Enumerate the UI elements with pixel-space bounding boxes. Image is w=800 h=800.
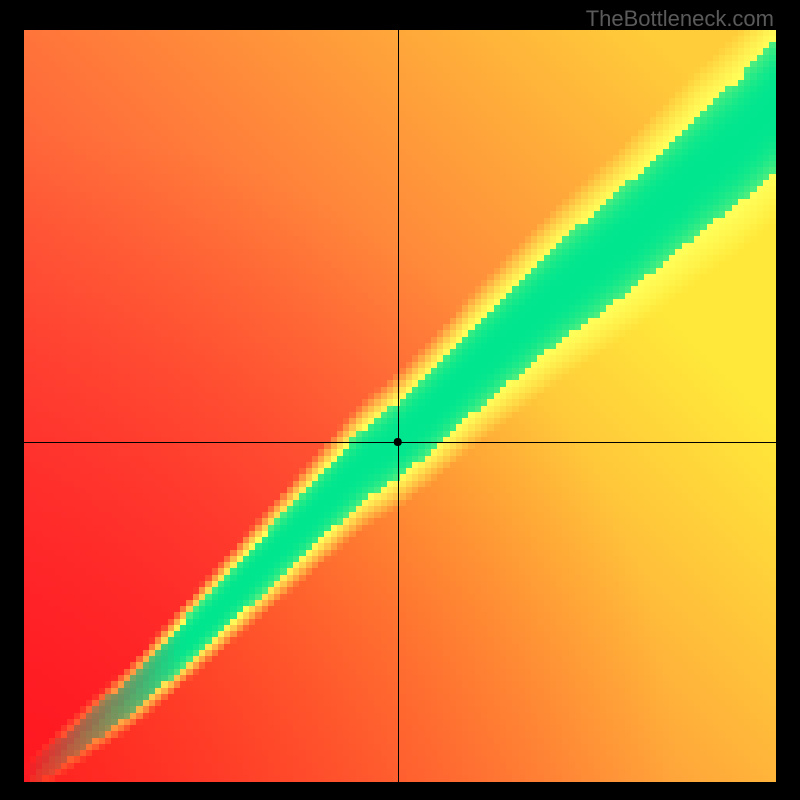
watermark: TheBottleneck.com	[586, 6, 774, 32]
chart-container: { "watermark": { "text": "TheBottleneck.…	[0, 0, 800, 800]
bottleneck-heatmap	[24, 30, 776, 782]
